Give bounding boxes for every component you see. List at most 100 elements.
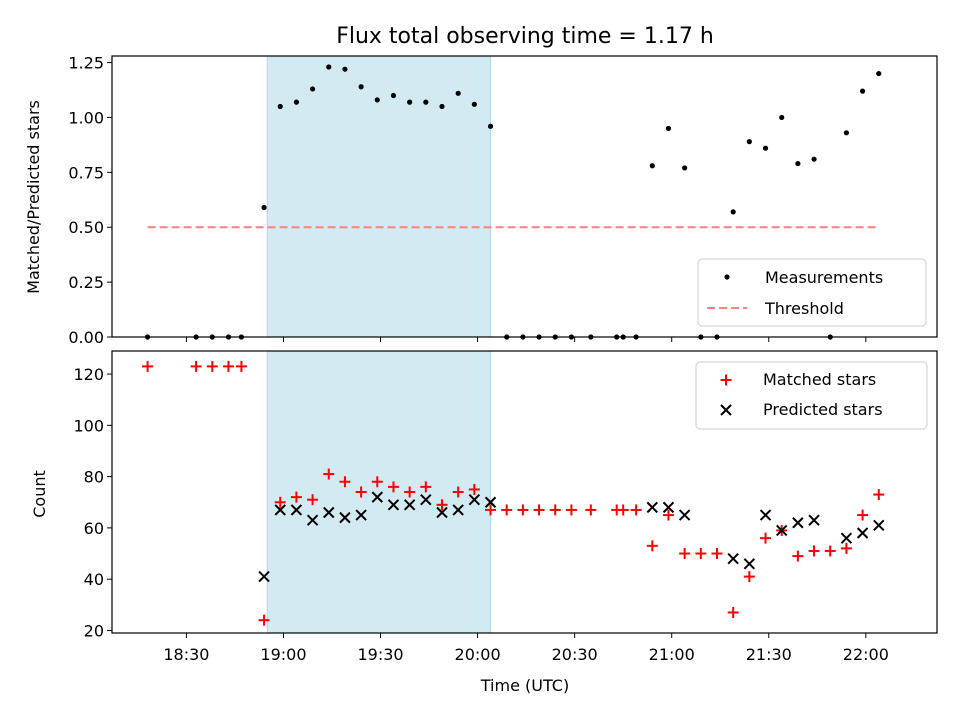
predicted-point-15 bbox=[646, 501, 659, 514]
measurement-point-30 bbox=[665, 125, 672, 132]
matched-point-42 bbox=[857, 509, 869, 521]
predicted-point-24 bbox=[840, 532, 853, 544]
top-y-tick-label-0: 0.00 bbox=[68, 328, 104, 347]
predicted-point-0 bbox=[258, 570, 270, 583]
predicted-point-3 bbox=[306, 514, 319, 526]
measurement-point-15 bbox=[423, 99, 429, 105]
predicted-point-9 bbox=[403, 499, 416, 511]
x-tick-label-1: 19:00 bbox=[260, 645, 306, 664]
predicted-point-4 bbox=[323, 506, 335, 519]
top-legend-box bbox=[697, 258, 927, 327]
matched-point-28 bbox=[630, 504, 642, 516]
matched-point-39 bbox=[808, 545, 820, 557]
measurement-point-7 bbox=[293, 99, 300, 105]
predicted-point-20 bbox=[759, 509, 772, 521]
measurement-point-10 bbox=[342, 66, 348, 72]
legend-predicted-marker bbox=[720, 404, 732, 416]
measurement-point-38 bbox=[795, 160, 801, 167]
matched-point-40 bbox=[824, 545, 836, 557]
predicted-point-8 bbox=[387, 499, 400, 511]
legend-measurements-marker bbox=[724, 274, 730, 280]
bottom-y-tick-label-3: 80 bbox=[84, 468, 104, 487]
bottom-legend-box bbox=[695, 361, 928, 430]
predicted-point-18 bbox=[727, 552, 739, 565]
matched-point-43 bbox=[873, 489, 885, 501]
measurement-point-17 bbox=[455, 90, 461, 96]
matched-point-14 bbox=[404, 486, 416, 498]
predicted-point-12 bbox=[452, 504, 464, 516]
measurement-point-14 bbox=[407, 99, 413, 105]
matched-point-2 bbox=[206, 360, 218, 372]
predicted-point-10 bbox=[420, 493, 432, 506]
top-y-tick-label-1: 0.25 bbox=[68, 273, 104, 292]
bottom-y-tick-label-4: 100 bbox=[73, 416, 104, 435]
matched-point-35 bbox=[743, 571, 755, 583]
predicted-point-17 bbox=[678, 509, 691, 521]
x-tick-label-5: 21:00 bbox=[649, 645, 695, 664]
measurement-point-42 bbox=[859, 88, 866, 94]
top-panel: 0.00 0.25 0.50 0.75 1.00 1.25 Measurements Thre… bbox=[68, 54, 938, 347]
measurement-point-18 bbox=[471, 101, 477, 107]
matched-point-15 bbox=[420, 481, 432, 493]
measurement-point-43 bbox=[876, 70, 882, 77]
matched-point-8 bbox=[307, 494, 319, 506]
top-y-tick-label-2: 0.50 bbox=[68, 218, 104, 237]
top-y-tick-label-3: 0.75 bbox=[68, 163, 104, 182]
measurement-point-36 bbox=[762, 145, 769, 151]
predicted-point-23 bbox=[808, 514, 820, 526]
predicted-point-2 bbox=[290, 504, 303, 516]
predicted-point-1 bbox=[274, 504, 286, 516]
measurement-point-19 bbox=[487, 123, 494, 129]
measurement-point-16 bbox=[439, 103, 445, 110]
matched-point-25 bbox=[585, 504, 597, 516]
matched-point-21 bbox=[517, 504, 529, 516]
matched-point-4 bbox=[235, 360, 247, 372]
measurement-point-31 bbox=[682, 165, 688, 171]
x-tick-label-2: 19:30 bbox=[357, 645, 403, 664]
matched-point-1 bbox=[190, 360, 202, 372]
matched-point-17 bbox=[452, 486, 464, 498]
bottom-y-tick-label-1: 40 bbox=[84, 570, 104, 589]
measurement-point-11 bbox=[358, 84, 364, 90]
measurement-point-6 bbox=[277, 103, 283, 110]
predicted-point-26 bbox=[873, 519, 885, 532]
matched-point-9 bbox=[323, 468, 335, 480]
predicted-point-11 bbox=[436, 506, 448, 519]
measurement-point-35 bbox=[746, 139, 752, 145]
predicted-point-19 bbox=[743, 558, 756, 570]
predicted-point-7 bbox=[371, 491, 384, 503]
matched-point-38 bbox=[792, 550, 804, 562]
matched-point-32 bbox=[695, 548, 707, 560]
measurement-point-34 bbox=[730, 209, 736, 215]
matched-point-18 bbox=[468, 483, 480, 495]
x-tick-label-4: 20:30 bbox=[552, 645, 598, 664]
measurement-point-13 bbox=[390, 92, 397, 99]
measurement-point-41 bbox=[843, 130, 850, 136]
matched-point-22 bbox=[533, 504, 545, 516]
matched-point-11 bbox=[355, 486, 367, 498]
predicted-point-5 bbox=[339, 511, 351, 524]
predicted-point-13 bbox=[468, 493, 481, 506]
matched-point-27 bbox=[617, 504, 629, 516]
top-axes-frame bbox=[111, 55, 938, 338]
top-shaded-span bbox=[267, 56, 491, 337]
matched-point-34 bbox=[727, 606, 739, 618]
matched-point-10 bbox=[339, 476, 351, 488]
predicted-point-22 bbox=[792, 517, 804, 529]
matched-point-5 bbox=[258, 614, 270, 626]
matched-point-12 bbox=[371, 476, 383, 488]
measurement-point-12 bbox=[374, 97, 380, 103]
legend-measurements-label: Measurements bbox=[765, 268, 883, 287]
matched-point-7 bbox=[290, 491, 302, 503]
matched-point-33 bbox=[711, 548, 723, 560]
bottom-axes-frame bbox=[111, 350, 938, 634]
predicted-point-14 bbox=[484, 496, 497, 508]
predicted-point-21 bbox=[775, 524, 788, 537]
matched-point-6 bbox=[274, 496, 286, 508]
matched-point-29 bbox=[646, 540, 658, 552]
legend-matched-marker bbox=[720, 374, 732, 386]
matched-point-3 bbox=[222, 360, 234, 372]
matched-point-31 bbox=[679, 548, 691, 560]
